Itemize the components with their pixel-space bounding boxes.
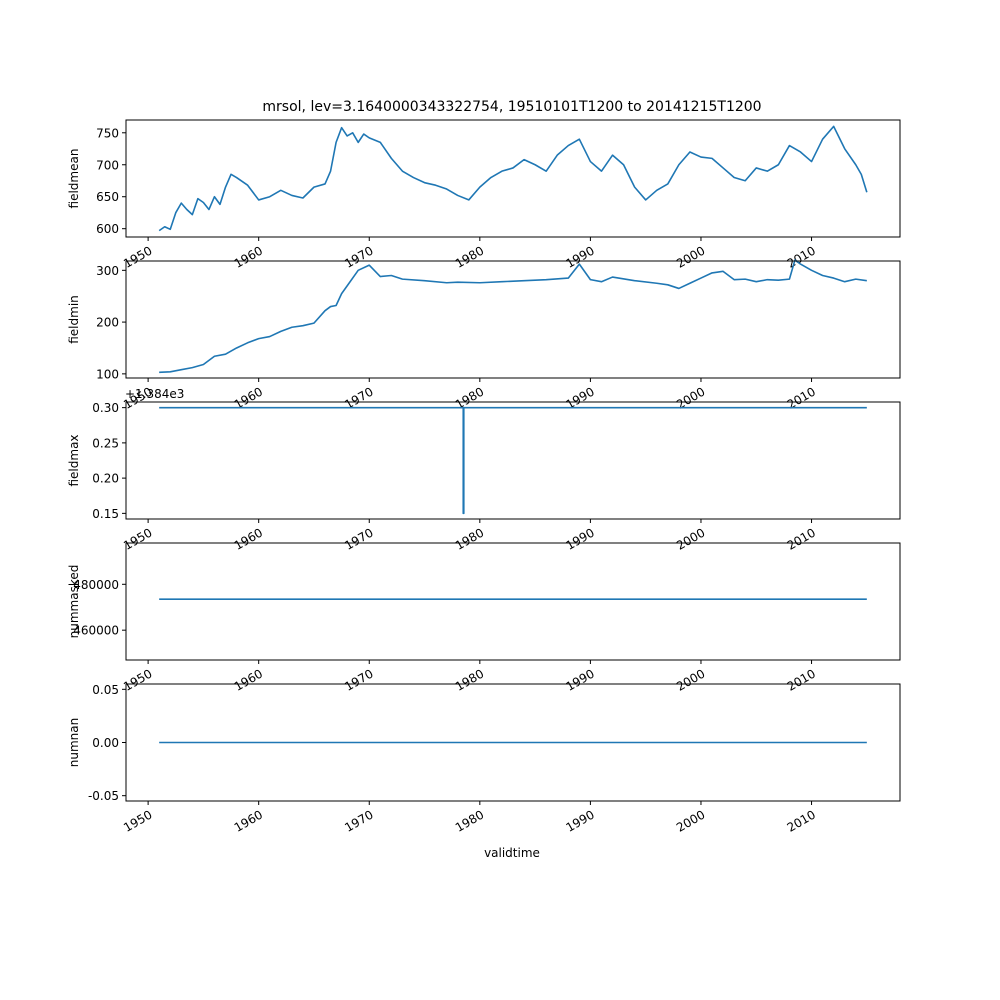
nummasked-x-tick-label: 2000 bbox=[674, 666, 707, 693]
fieldmean-x-tick-label: 1980 bbox=[453, 243, 486, 270]
nummasked-y-tick-label: 480000 bbox=[73, 578, 119, 592]
fieldmax-y-tick-label: 0.25 bbox=[92, 436, 119, 450]
fieldmax-x-tick-label: 1990 bbox=[563, 525, 596, 552]
chart-title: mrsol, lev=3.1640000343322754, 19510101T… bbox=[262, 99, 761, 115]
numnan-y-tick-label: 0.05 bbox=[92, 683, 119, 697]
fieldmean-x-tick-label: 1960 bbox=[232, 243, 265, 270]
numnan-x-tick-label: 1950 bbox=[121, 807, 154, 834]
nummasked-x-tick-label: 1990 bbox=[563, 666, 596, 693]
fieldmin-y-axis-label: fieldmin bbox=[67, 295, 81, 344]
fieldmean-series-line bbox=[158, 125, 868, 232]
fieldmin-y-tick-label: 200 bbox=[96, 316, 119, 330]
numnan-x-tick-label: 2010 bbox=[785, 807, 818, 834]
fieldmin-axes-frame bbox=[125, 260, 901, 379]
fieldmax-y-tick-label: 0.30 bbox=[92, 401, 119, 415]
nummasked-y-axis-label: nummasked bbox=[67, 565, 81, 639]
nummasked-y-tick-label: 460000 bbox=[73, 624, 119, 638]
fieldmean-y-tick-label: 700 bbox=[96, 158, 119, 172]
numnan-x-tick-label: 1960 bbox=[232, 807, 265, 834]
numnan-x-tick-label: 2000 bbox=[674, 807, 707, 834]
fieldmean-x-tick-label: 2000 bbox=[674, 243, 707, 270]
fieldmax-y-tick-label: 0.20 bbox=[92, 472, 119, 486]
fieldmean-y-tick-label: 650 bbox=[96, 190, 119, 204]
fieldmax-axes-frame bbox=[125, 401, 901, 520]
fieldmin-y-tick-label: 100 bbox=[96, 367, 119, 381]
fieldmean-y-tick-label: 750 bbox=[96, 126, 119, 140]
fieldmean-y-axis-label: fieldmean bbox=[67, 149, 81, 209]
nummasked-x-tick-label: 1980 bbox=[453, 666, 486, 693]
x-axis-label: validtime bbox=[484, 846, 540, 860]
numnan-x-tick-label: 1990 bbox=[563, 807, 596, 834]
nummasked-x-tick-label: 2010 bbox=[785, 666, 818, 693]
numnan-x-tick-label: 1980 bbox=[453, 807, 486, 834]
fieldmax-series-line bbox=[159, 406, 867, 515]
fieldmin-y-tick-label: 300 bbox=[96, 264, 119, 278]
nummasked-x-tick-label: 1960 bbox=[232, 666, 265, 693]
panel-numnan: -0.05 0.00 0.05 numnan 1950 1960 1970 1980 1990 2… bbox=[67, 683, 901, 835]
numnan-y-tick-label: 0.00 bbox=[92, 736, 119, 750]
fieldmax-y-axis-label: fieldmax bbox=[67, 434, 81, 486]
fieldmin-series-line bbox=[159, 259, 867, 374]
fieldmean-x-tick-label: 1990 bbox=[563, 243, 596, 270]
nummasked-x-tick-label: 1970 bbox=[342, 666, 375, 693]
nummasked-axes-frame bbox=[125, 542, 901, 661]
numnan-y-axis-label: numnan bbox=[67, 718, 81, 767]
fieldmax-y-tick-label: 0.15 bbox=[92, 507, 119, 521]
fieldmax-x-tick-label: 1970 bbox=[342, 525, 375, 552]
fieldmean-x-tick-label: 2010 bbox=[785, 243, 818, 270]
fieldmean-y-tick-label: 600 bbox=[96, 222, 119, 236]
panels-group: 600 650 700 750 fieldmean 1950 1960 1970 1980 199… bbox=[67, 119, 901, 835]
fieldmax-x-tick-label: 1980 bbox=[453, 525, 486, 552]
fieldmax-x-tick-label: 1960 bbox=[232, 525, 265, 552]
fieldmax-offset-text: +1.384e3 bbox=[125, 387, 184, 401]
fieldmax-x-tick-label: 2010 bbox=[785, 525, 818, 552]
fieldmax-x-tick-label: 2000 bbox=[674, 525, 707, 552]
fieldmean-axes-frame bbox=[125, 119, 901, 238]
numnan-y-tick-label: -0.05 bbox=[88, 789, 119, 803]
numnan-x-tick-label: 1970 bbox=[342, 807, 375, 834]
